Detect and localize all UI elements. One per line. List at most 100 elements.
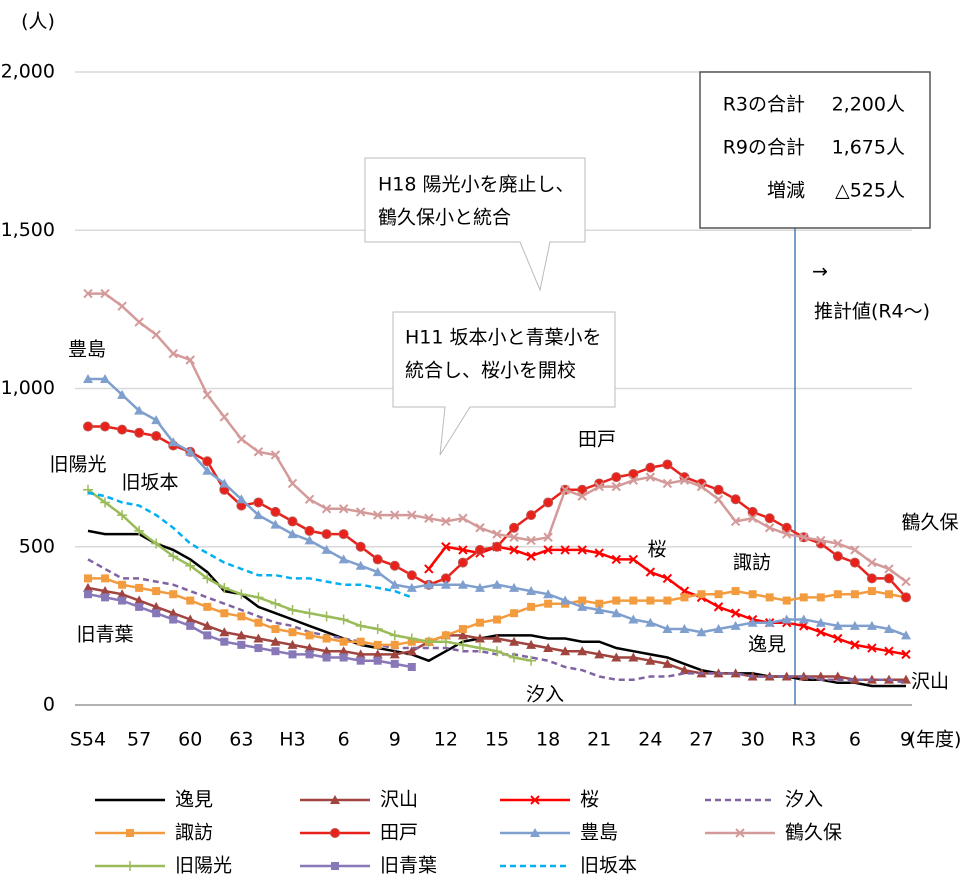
marker: [493, 615, 501, 624]
x-tick-label: 12: [434, 729, 458, 751]
marker: [117, 389, 128, 399]
marker: [662, 459, 673, 470]
marker: [833, 633, 843, 644]
marker: [509, 545, 519, 555]
marker: [510, 609, 519, 618]
marker: [628, 468, 639, 479]
marker: [406, 570, 417, 581]
marker: [134, 405, 145, 415]
legend-label: 鶴久保: [785, 822, 842, 844]
marker: [850, 640, 860, 650]
marker: [202, 456, 213, 467]
marker: [83, 288, 93, 299]
x-tick-label: 60: [178, 729, 202, 751]
marker: [125, 861, 135, 871]
marker: [832, 620, 843, 630]
marker: [764, 523, 775, 533]
marker: [338, 554, 349, 564]
marker: [764, 617, 775, 627]
marker: [330, 828, 340, 838]
marker: [730, 494, 741, 505]
marker: [321, 646, 332, 656]
marker: [662, 624, 673, 634]
marker: [151, 329, 161, 340]
marker: [100, 586, 111, 596]
marker: [321, 544, 332, 554]
marker: [237, 640, 246, 649]
marker: [628, 652, 639, 662]
marker: [304, 535, 315, 545]
marker: [441, 631, 450, 640]
marker: [731, 587, 740, 596]
marker: [458, 625, 467, 634]
marker: [833, 590, 842, 599]
marker: [168, 608, 179, 618]
marker: [270, 598, 281, 609]
marker: [798, 614, 809, 624]
marker: [372, 554, 383, 565]
marker: [356, 637, 365, 646]
marker: [611, 608, 622, 618]
legend-label: 沢山: [380, 789, 418, 811]
marker: [747, 617, 758, 627]
marker: [135, 602, 144, 611]
marker: [100, 288, 110, 299]
marker: [373, 640, 382, 649]
marker: [781, 671, 792, 681]
marker: [288, 650, 297, 659]
marker: [83, 582, 93, 592]
marker: [663, 596, 672, 605]
marker: [236, 434, 247, 444]
marker: [424, 513, 434, 523]
marker: [782, 529, 792, 539]
marker: [594, 548, 604, 558]
marker: [202, 620, 213, 630]
marker: [849, 620, 860, 630]
marker: [747, 513, 758, 523]
marker: [389, 579, 400, 589]
marker: [645, 462, 656, 473]
marker: [526, 510, 537, 521]
marker: [662, 658, 673, 668]
marker: [186, 621, 195, 630]
marker: [185, 614, 196, 624]
summary-box: [699, 71, 931, 229]
marker: [560, 595, 571, 605]
y-tick-label: 1,000: [1, 377, 55, 399]
marker: [646, 596, 655, 605]
marker: [254, 644, 263, 653]
marker: [782, 596, 791, 605]
marker: [492, 633, 502, 643]
marker: [253, 592, 264, 603]
y-tick-label: 0: [43, 694, 55, 716]
marker: [594, 481, 604, 492]
legend-label: 旧坂本: [580, 855, 637, 877]
marker: [457, 630, 468, 640]
series-line: [88, 425, 907, 599]
marker: [169, 615, 178, 624]
legend-label: 豊島: [580, 822, 618, 844]
marker: [330, 795, 340, 804]
marker: [373, 510, 383, 520]
marker: [219, 412, 230, 422]
marker: [118, 580, 127, 589]
marker: [713, 494, 724, 504]
marker: [151, 601, 162, 611]
marker: [680, 593, 689, 602]
marker: [253, 447, 264, 457]
marker: [832, 551, 843, 562]
marker: [321, 611, 332, 622]
marker: [202, 390, 212, 400]
marker: [134, 317, 144, 327]
marker: [219, 582, 230, 593]
callout-text: H11 坂本小と青葉小を: [405, 327, 602, 349]
marker: [645, 472, 656, 482]
marker: [474, 582, 485, 592]
marker: [543, 589, 554, 599]
marker: [270, 636, 281, 646]
summary-label: R3の合計: [723, 94, 805, 116]
marker: [577, 601, 588, 611]
callout-text: 統合し、桜小を開校: [405, 360, 576, 382]
marker: [305, 650, 314, 659]
marker: [236, 589, 247, 600]
